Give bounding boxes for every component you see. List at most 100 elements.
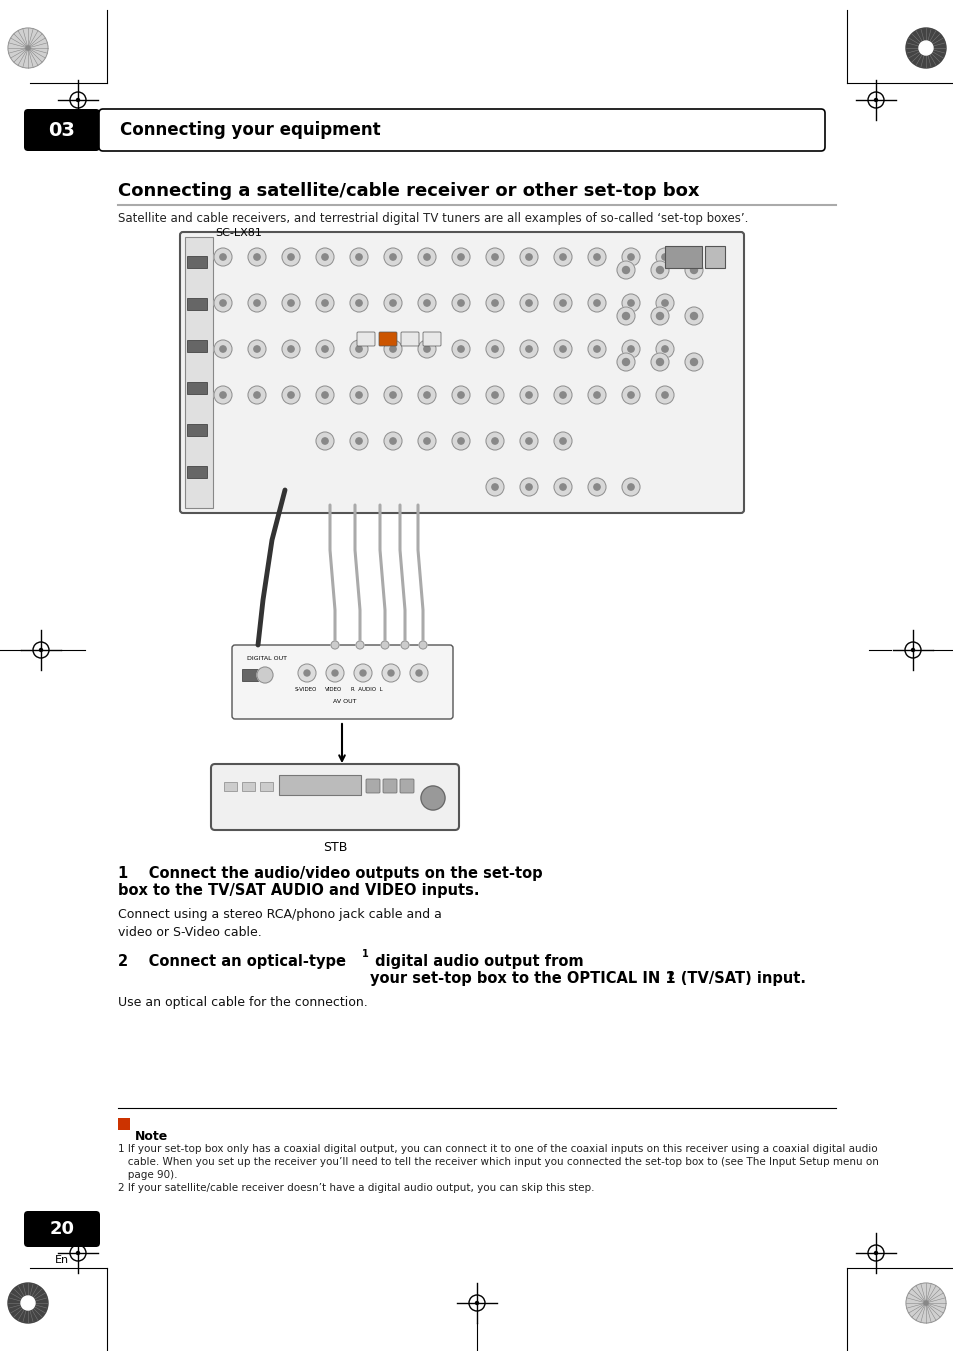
Circle shape <box>282 386 299 404</box>
Circle shape <box>321 438 328 444</box>
FancyBboxPatch shape <box>366 780 379 793</box>
Circle shape <box>350 295 368 312</box>
FancyBboxPatch shape <box>187 466 207 478</box>
Circle shape <box>485 249 503 266</box>
Text: Connecting your equipment: Connecting your equipment <box>120 122 380 139</box>
Circle shape <box>355 640 364 648</box>
Circle shape <box>525 254 532 261</box>
Text: Connecting a satellite/cable receiver or other set-top box: Connecting a satellite/cable receiver or… <box>118 182 699 200</box>
Circle shape <box>390 438 395 444</box>
Circle shape <box>587 478 605 496</box>
Circle shape <box>350 386 368 404</box>
Circle shape <box>76 99 79 101</box>
Circle shape <box>492 438 497 444</box>
Circle shape <box>525 346 532 353</box>
Circle shape <box>288 254 294 261</box>
Circle shape <box>8 1283 48 1323</box>
Circle shape <box>554 340 572 358</box>
Circle shape <box>457 300 464 307</box>
Circle shape <box>390 300 395 307</box>
Circle shape <box>519 295 537 312</box>
Text: DIGITAL OUT: DIGITAL OUT <box>247 657 287 661</box>
Circle shape <box>26 46 30 50</box>
Circle shape <box>282 295 299 312</box>
Circle shape <box>525 300 532 307</box>
Circle shape <box>492 300 497 307</box>
Text: Use an optical cable for the connection.: Use an optical cable for the connection. <box>118 996 367 1009</box>
Circle shape <box>519 478 537 496</box>
Text: 1: 1 <box>361 948 369 959</box>
Circle shape <box>381 663 399 682</box>
Circle shape <box>410 663 428 682</box>
Circle shape <box>213 386 232 404</box>
Circle shape <box>621 340 639 358</box>
Circle shape <box>519 432 537 450</box>
Circle shape <box>418 640 427 648</box>
Circle shape <box>621 386 639 404</box>
Circle shape <box>485 432 503 450</box>
Circle shape <box>390 392 395 399</box>
Circle shape <box>656 249 673 266</box>
FancyBboxPatch shape <box>118 1119 130 1129</box>
Text: Connect using a stereo RCA/phono jack cable and a
video or S-Video cable.: Connect using a stereo RCA/phono jack ca… <box>118 908 441 939</box>
FancyBboxPatch shape <box>356 332 375 346</box>
Circle shape <box>650 353 668 372</box>
FancyBboxPatch shape <box>278 775 360 794</box>
Text: cable. When you set up the receiver you’ll need to tell the receiver which input: cable. When you set up the receiver you’… <box>118 1156 878 1167</box>
FancyBboxPatch shape <box>422 332 440 346</box>
Circle shape <box>420 786 444 811</box>
Circle shape <box>622 358 629 366</box>
Circle shape <box>388 670 394 676</box>
Circle shape <box>554 386 572 404</box>
Text: Satellite and cable receivers, and terrestrial digital TV tuners are all example: Satellite and cable receivers, and terre… <box>118 212 747 226</box>
Circle shape <box>326 663 344 682</box>
Circle shape <box>76 1251 79 1255</box>
Circle shape <box>423 438 430 444</box>
FancyBboxPatch shape <box>187 299 207 309</box>
Circle shape <box>554 432 572 450</box>
Circle shape <box>905 28 945 68</box>
FancyBboxPatch shape <box>99 109 824 151</box>
FancyBboxPatch shape <box>187 382 207 394</box>
Circle shape <box>354 663 372 682</box>
Circle shape <box>622 266 629 273</box>
Circle shape <box>617 261 635 280</box>
Circle shape <box>656 312 662 319</box>
Circle shape <box>684 307 702 326</box>
Circle shape <box>656 340 673 358</box>
Circle shape <box>256 667 273 684</box>
Circle shape <box>248 295 266 312</box>
Circle shape <box>423 346 430 353</box>
Circle shape <box>350 432 368 450</box>
Circle shape <box>248 249 266 266</box>
Circle shape <box>661 346 667 353</box>
Circle shape <box>452 249 470 266</box>
Circle shape <box>219 254 226 261</box>
Circle shape <box>684 261 702 280</box>
Circle shape <box>656 295 673 312</box>
Circle shape <box>452 340 470 358</box>
Circle shape <box>519 340 537 358</box>
Circle shape <box>593 346 599 353</box>
Circle shape <box>248 340 266 358</box>
Circle shape <box>627 484 634 490</box>
Circle shape <box>918 41 932 55</box>
Circle shape <box>315 249 334 266</box>
Circle shape <box>213 249 232 266</box>
Circle shape <box>690 312 697 319</box>
Circle shape <box>253 254 260 261</box>
Circle shape <box>219 300 226 307</box>
Circle shape <box>355 346 362 353</box>
Circle shape <box>253 392 260 399</box>
Text: VIDEO: VIDEO <box>325 688 342 692</box>
Circle shape <box>475 1301 478 1305</box>
Text: page 90).: page 90). <box>118 1170 177 1179</box>
Text: 2    Connect an optical-type: 2 Connect an optical-type <box>118 954 346 969</box>
Circle shape <box>525 484 532 490</box>
FancyBboxPatch shape <box>180 232 743 513</box>
FancyBboxPatch shape <box>382 780 396 793</box>
Circle shape <box>423 254 430 261</box>
Circle shape <box>321 346 328 353</box>
FancyBboxPatch shape <box>378 332 396 346</box>
Circle shape <box>355 392 362 399</box>
